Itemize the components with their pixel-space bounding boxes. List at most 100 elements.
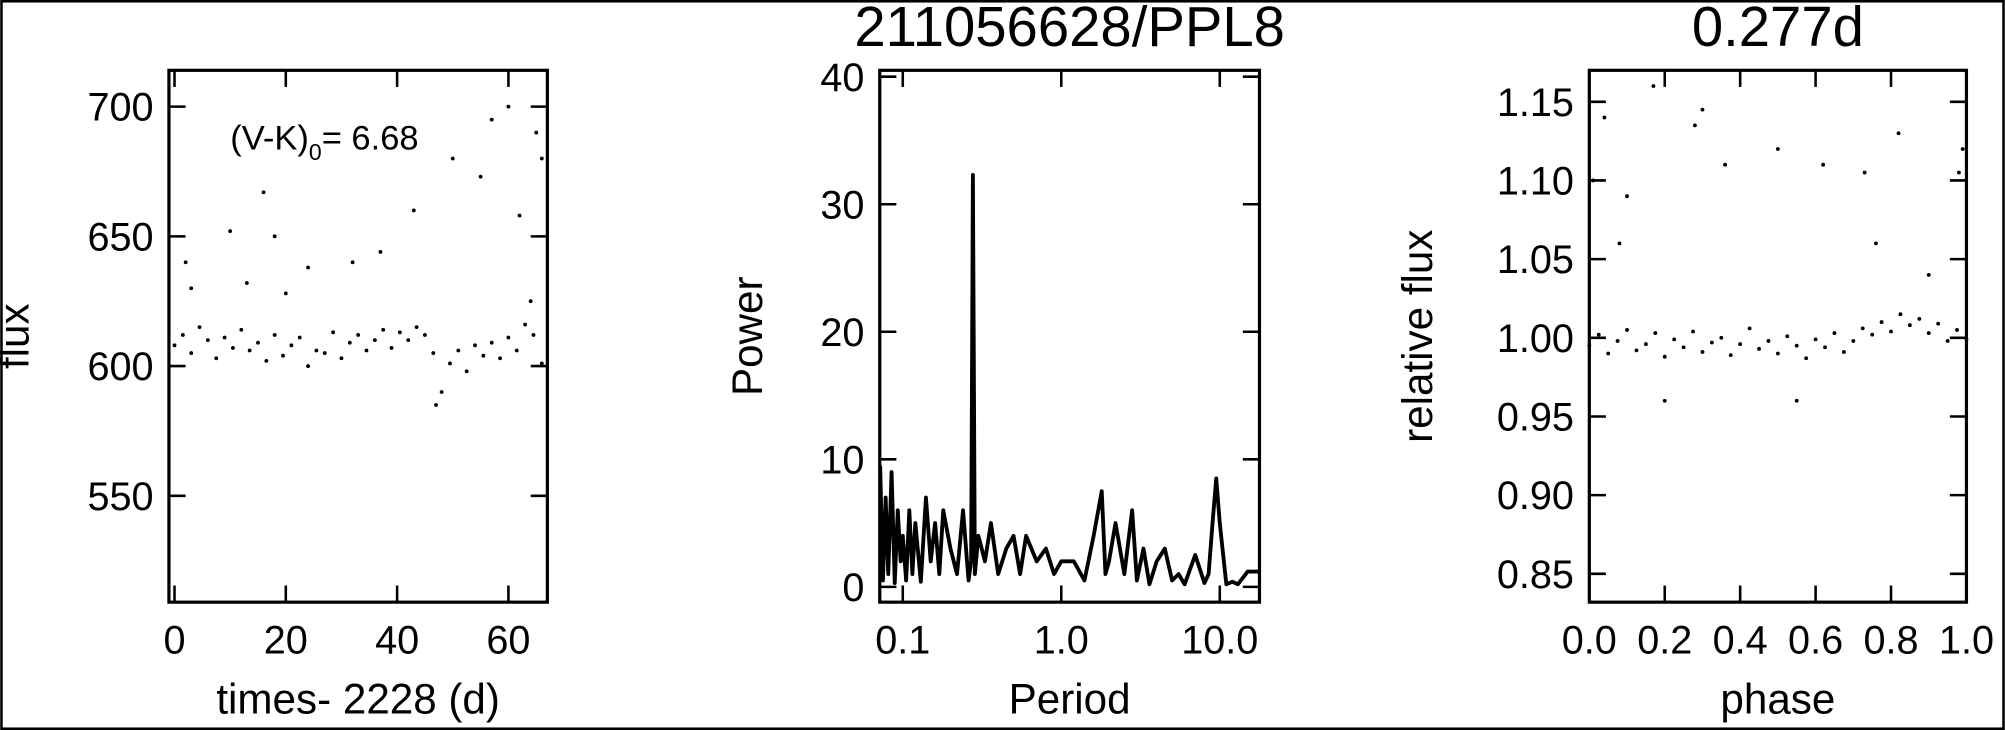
point <box>272 234 277 239</box>
y-axis-label: flux <box>0 303 37 369</box>
chart-title: 211056628/PPL8 <box>854 0 1285 58</box>
point <box>1747 326 1752 331</box>
point <box>1775 351 1780 356</box>
point <box>322 351 327 356</box>
point <box>1728 353 1733 358</box>
y-tick-label: 600 <box>87 345 153 389</box>
point <box>1917 317 1922 321</box>
point <box>1700 107 1705 112</box>
point <box>531 333 536 337</box>
point <box>1794 343 1799 348</box>
point <box>498 356 502 361</box>
point <box>1615 339 1620 343</box>
point <box>261 190 266 195</box>
point <box>1681 345 1686 350</box>
point <box>289 343 294 348</box>
point <box>197 325 202 330</box>
point <box>1874 241 1878 246</box>
point <box>283 291 288 296</box>
x-tick-label: 20 <box>264 618 308 662</box>
point <box>406 338 411 343</box>
point <box>478 174 483 179</box>
x-tick-label: 0.1 <box>875 618 930 662</box>
point <box>514 348 519 353</box>
point <box>378 250 383 254</box>
point <box>172 343 177 348</box>
point <box>347 340 352 345</box>
point <box>356 333 361 337</box>
point <box>464 369 469 374</box>
point <box>1804 356 1809 361</box>
x-tick-label: 0.4 <box>1713 618 1768 662</box>
point <box>272 333 277 337</box>
plot-frame <box>1587 68 1969 604</box>
point <box>439 390 444 394</box>
point <box>1662 398 1667 403</box>
point <box>539 156 544 161</box>
x-tick-label: 1.0 <box>1034 618 1089 662</box>
point <box>456 348 461 353</box>
y-tick-label: 1.15 <box>1497 81 1574 125</box>
point <box>1907 323 1912 328</box>
point <box>1956 170 1961 175</box>
point <box>205 338 210 343</box>
point <box>1960 147 1965 151</box>
point <box>431 351 436 356</box>
point <box>214 356 219 361</box>
x-axis-label: times- 2228 (d) <box>216 675 500 722</box>
point <box>517 213 522 218</box>
annotation-main: (V-K) <box>230 120 309 158</box>
chart-title: 0.277d <box>1692 0 1864 58</box>
y-tick-label: 700 <box>87 86 153 130</box>
point <box>1823 345 1827 350</box>
point <box>228 229 233 234</box>
x-tick-label: 60 <box>486 618 530 662</box>
point <box>450 156 455 161</box>
point <box>1617 241 1622 246</box>
point <box>314 348 319 353</box>
point <box>1898 312 1903 317</box>
point <box>189 351 194 356</box>
point <box>506 104 511 109</box>
point <box>1723 162 1728 167</box>
point <box>1625 328 1629 332</box>
y-tick-label: 0.85 <box>1497 553 1574 597</box>
point <box>297 335 302 340</box>
point <box>264 358 269 363</box>
point <box>1841 350 1846 354</box>
point <box>1709 340 1714 345</box>
point <box>534 130 539 135</box>
point <box>222 335 227 340</box>
point <box>331 330 336 335</box>
point <box>1794 398 1799 403</box>
point <box>1653 331 1658 336</box>
point <box>1651 84 1656 88</box>
point <box>1719 335 1724 340</box>
point <box>1596 332 1601 337</box>
point <box>1832 331 1837 336</box>
line <box>878 172 1260 587</box>
point <box>339 356 344 361</box>
point <box>523 322 528 327</box>
point <box>1879 320 1884 324</box>
y-tick-label: 0.90 <box>1497 474 1574 518</box>
x-tick-label: 0.0 <box>1562 618 1617 662</box>
point <box>414 325 419 330</box>
point <box>1634 348 1639 353</box>
y-tick-label: 20 <box>820 311 864 355</box>
point <box>306 364 310 368</box>
point <box>1936 321 1941 326</box>
point <box>1625 194 1629 199</box>
point <box>1862 170 1867 175</box>
point <box>183 260 188 265</box>
point <box>448 361 452 366</box>
point <box>1691 329 1695 334</box>
point <box>247 348 252 353</box>
point <box>434 403 438 407</box>
y-axis-label: Power <box>724 276 771 396</box>
annotation-sub: 0 <box>309 139 322 165</box>
point <box>473 343 477 348</box>
point <box>180 333 185 337</box>
point <box>1851 339 1856 343</box>
